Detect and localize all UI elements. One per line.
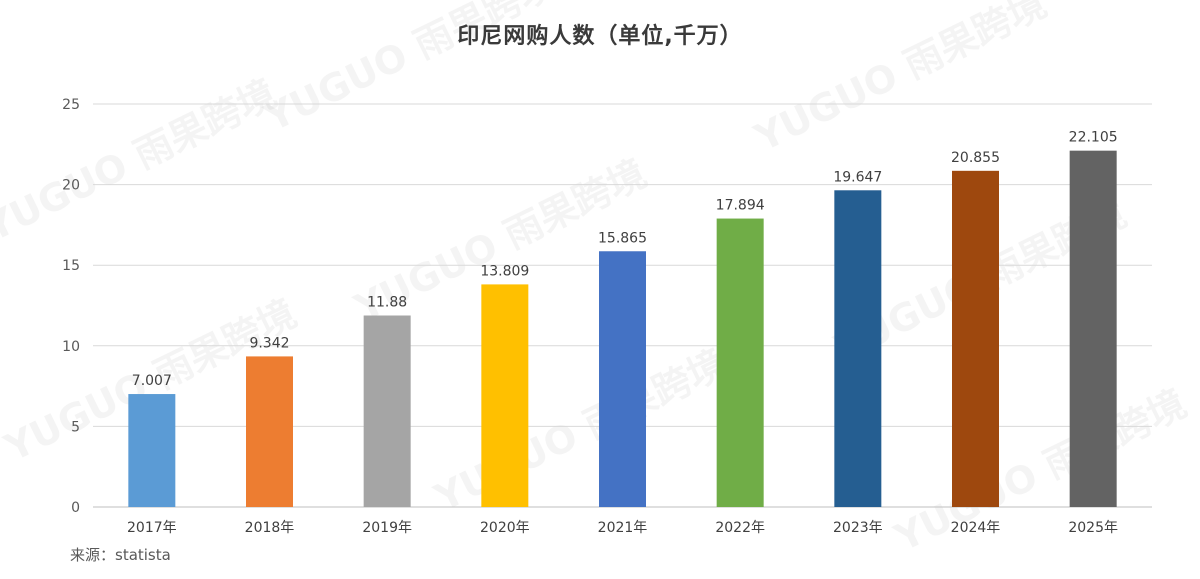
- bar: [363, 315, 411, 507]
- y-tick-label: 20: [62, 178, 80, 194]
- chart-title: 印尼网购人数（单位,千万）: [457, 24, 743, 49]
- bar: [716, 218, 764, 508]
- x-tick-label: 2025年: [1068, 520, 1118, 536]
- y-tick-label: 25: [62, 97, 80, 113]
- x-tick-label: 2021年: [598, 520, 648, 536]
- y-tick-label: 10: [62, 339, 80, 355]
- y-tick-label: 5: [71, 419, 80, 435]
- data-label: 17.894: [716, 198, 765, 214]
- y-tick-label: 0: [71, 500, 80, 516]
- data-label: 9.342: [249, 335, 289, 351]
- bar: [246, 356, 293, 507]
- y-tick-label: 15: [62, 258, 80, 274]
- bar: [128, 394, 176, 507]
- data-label: 7.007: [132, 373, 172, 389]
- x-axis-ticks: 2017年 2018年 2019年 2020年 2021年 2022年 2023年 2024年…: [127, 520, 1118, 536]
- data-label: 13.809: [480, 263, 529, 279]
- x-tick-label: 2019年: [362, 520, 412, 536]
- x-tick-label: 2024年: [951, 520, 1001, 536]
- bar: [1069, 150, 1117, 507]
- bars: [128, 150, 1117, 508]
- bar: [599, 251, 646, 507]
- bar: [834, 190, 882, 508]
- x-tick-label: 2020年: [480, 520, 530, 536]
- x-tick-label: 2018年: [245, 520, 295, 536]
- x-tick-label: 2023年: [833, 520, 883, 536]
- data-label: 20.855: [951, 150, 1000, 166]
- x-tick-label: 2022年: [715, 520, 765, 536]
- source-note: 来源：statista: [70, 546, 171, 564]
- bar: [952, 170, 999, 508]
- x-tick-label: 2017年: [127, 520, 177, 536]
- data-label: 15.865: [598, 230, 647, 246]
- data-labels: 7.007 9.342 11.88 13.809 15.865 17.894 19.647 2…: [132, 130, 1118, 389]
- data-label: 22.105: [1069, 130, 1118, 146]
- data-label: 11.88: [367, 294, 407, 310]
- y-axis-ticks: 0 5 10 15 20 25: [62, 97, 80, 516]
- data-label: 19.647: [833, 169, 882, 185]
- bar: [481, 284, 529, 507]
